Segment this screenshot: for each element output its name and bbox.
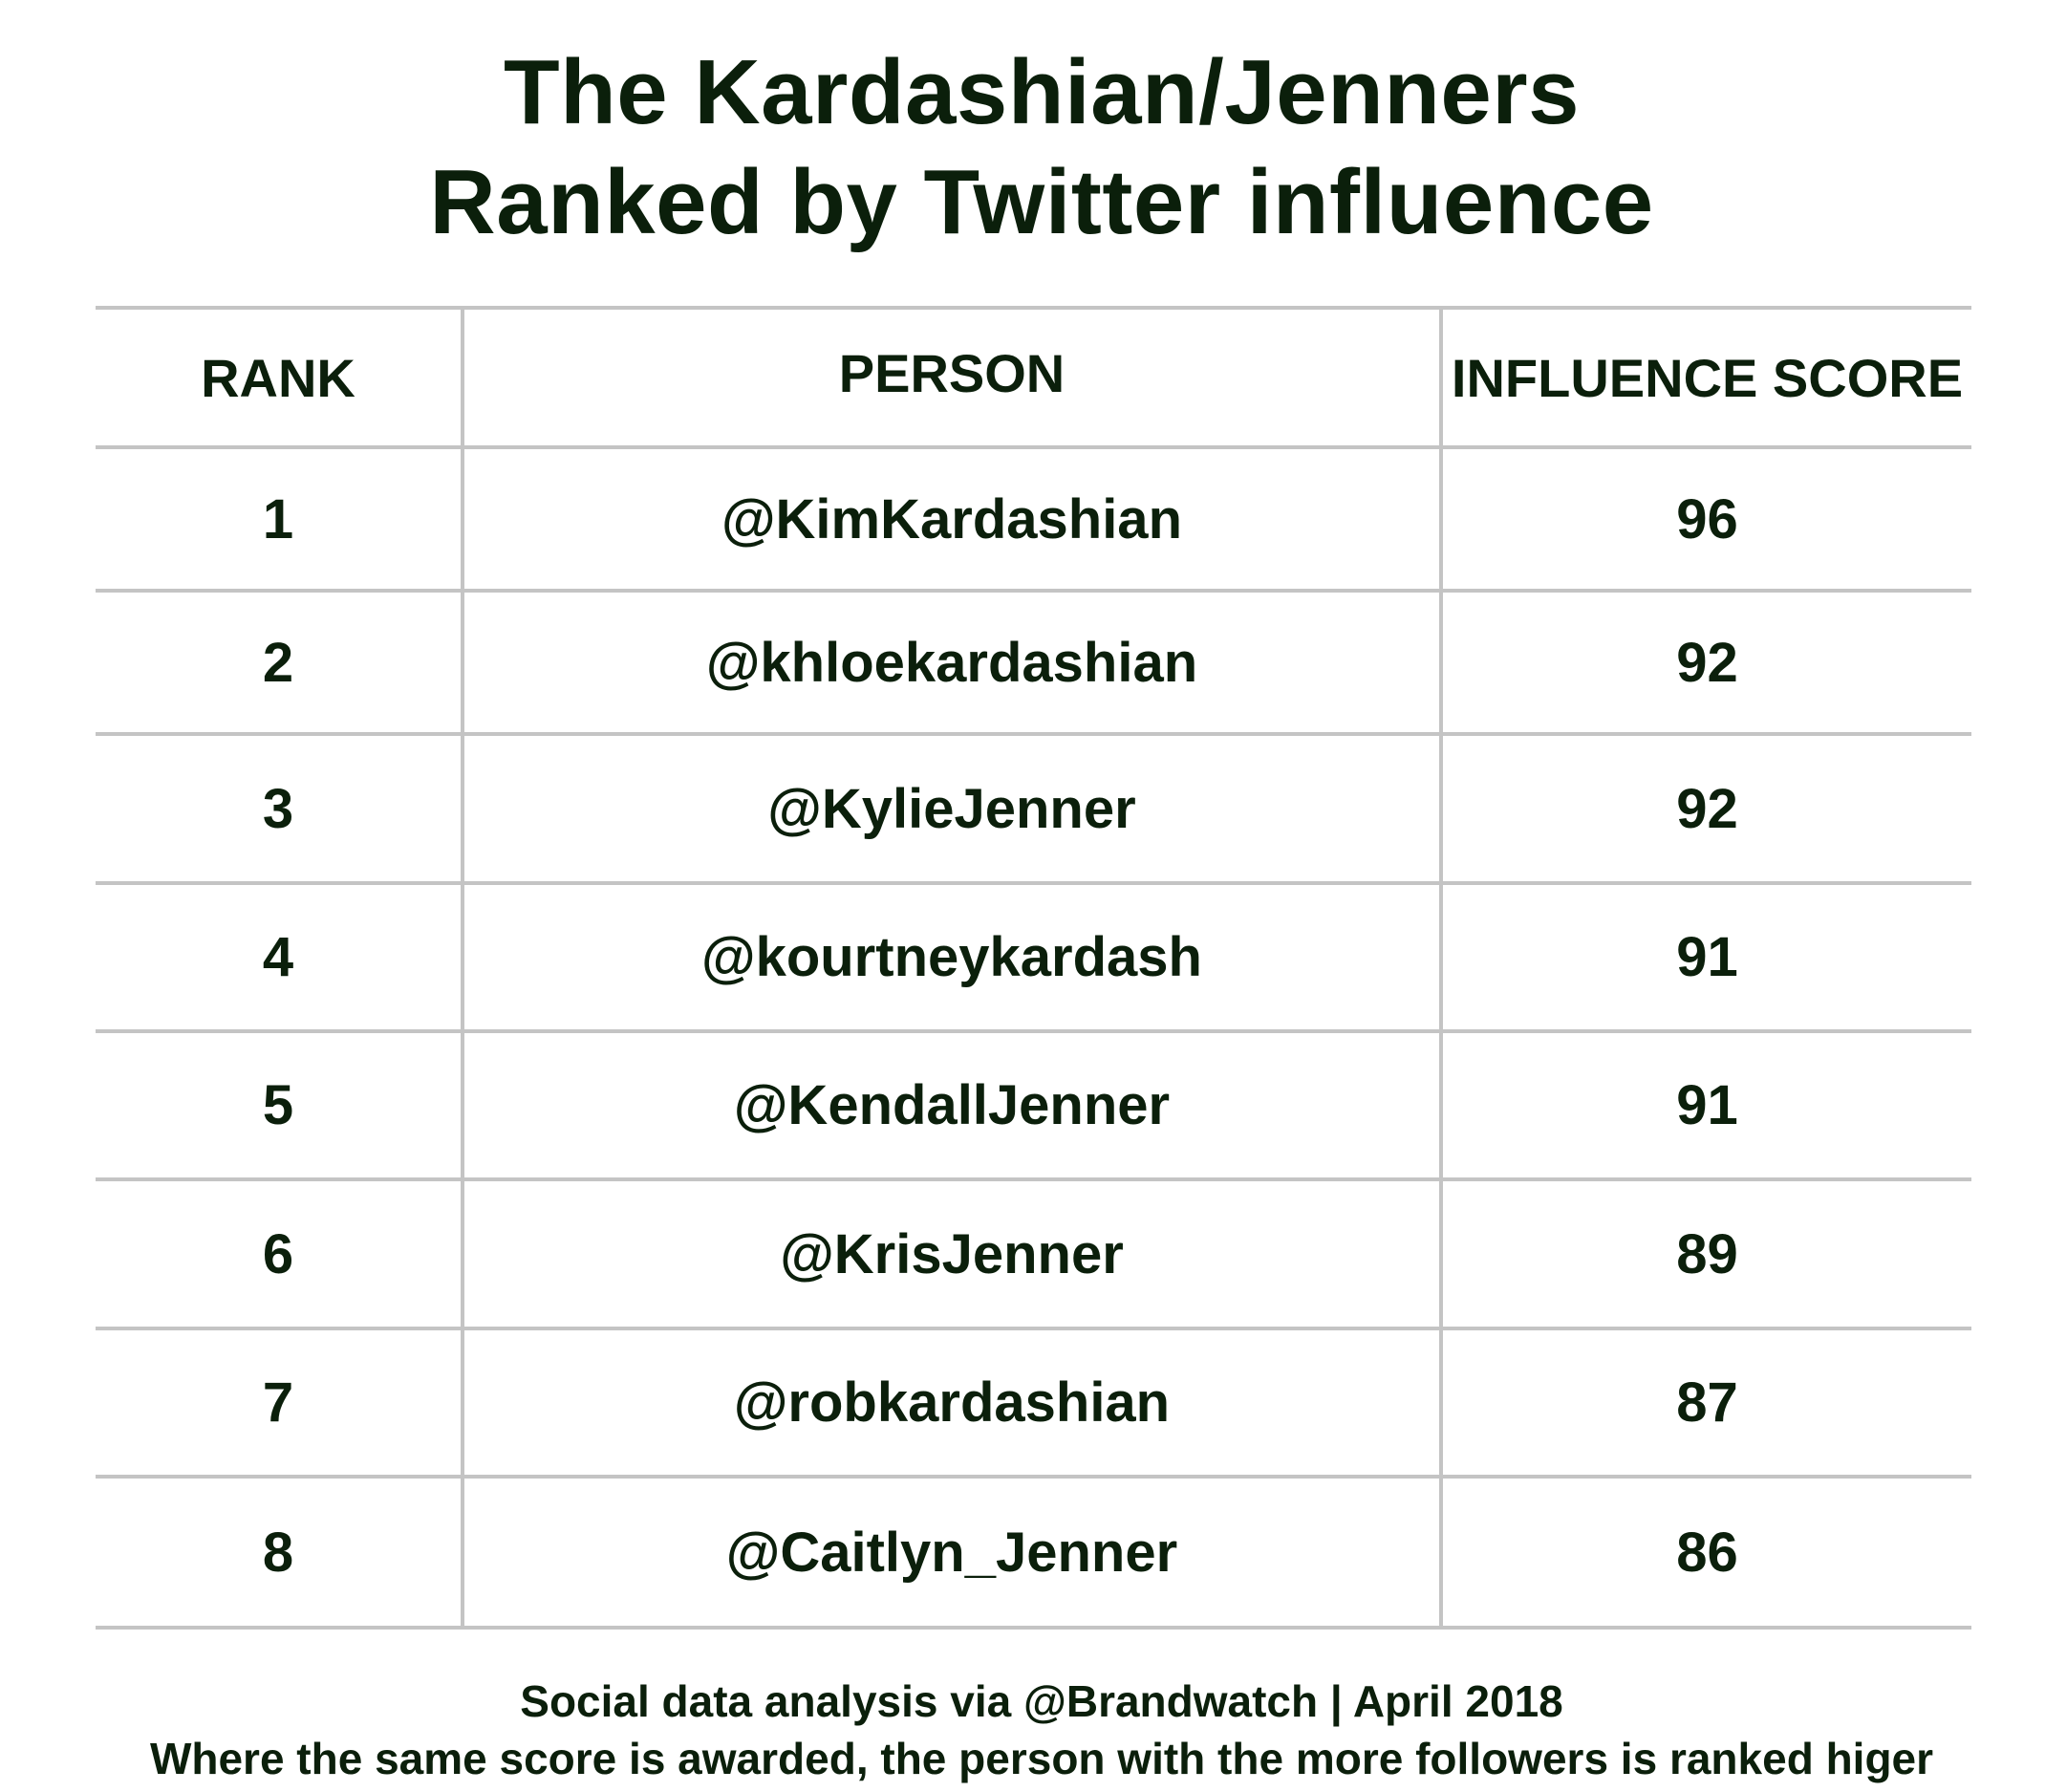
rank-cell: 4 <box>262 926 294 988</box>
header-person: PERSON <box>838 342 1066 403</box>
row-divider <box>96 881 1971 885</box>
score-cell: 92 <box>1676 631 1738 694</box>
chart-title-line-1: The Kardashian/Jenners <box>503 41 1581 143</box>
person-cell: @khloekardashian <box>705 631 1198 694</box>
score-cell: 92 <box>1676 777 1738 840</box>
row-divider <box>96 1475 1971 1479</box>
rank-cell: 7 <box>262 1371 294 1434</box>
person-cell: @Caitlyn_Jenner <box>725 1521 1178 1584</box>
footer-source: Social data analysis via @Brandwatch | A… <box>520 1676 1563 1726</box>
column-divider-person-score <box>1439 306 1443 1630</box>
rank-cell: 8 <box>262 1521 294 1584</box>
footer-note: Where the same score is awarded, the per… <box>149 1734 1934 1783</box>
row-divider <box>96 1029 1971 1033</box>
header-influence-score: INFLUENCE SCORE <box>1451 347 1964 408</box>
score-cell: 86 <box>1676 1521 1738 1584</box>
row-divider <box>96 732 1971 736</box>
rank-cell: 1 <box>262 487 294 551</box>
rank-cell: 6 <box>262 1222 294 1285</box>
column-divider-rank-person <box>461 306 464 1630</box>
rank-cell: 5 <box>262 1074 294 1136</box>
score-cell: 91 <box>1676 926 1738 988</box>
score-cell: 91 <box>1676 1074 1738 1136</box>
rank-cell: 3 <box>262 777 294 840</box>
table-bottom-border <box>96 1626 1971 1630</box>
person-cell: @KrisJenner <box>780 1222 1124 1285</box>
person-cell: @KylieJenner <box>767 777 1136 840</box>
row-divider <box>96 1177 1971 1181</box>
header-divider <box>96 445 1971 449</box>
score-cell: 96 <box>1676 487 1738 551</box>
row-divider <box>96 589 1971 593</box>
header-rank: RANK <box>201 347 355 408</box>
influence-table: RANK PERSON INFLUENCE SCORE 1 @KimKardash… <box>96 306 1971 1630</box>
person-cell: @KimKardashian <box>721 487 1182 551</box>
score-cell: 89 <box>1676 1222 1738 1285</box>
rank-cell: 2 <box>262 631 294 694</box>
table-top-border <box>96 306 1971 310</box>
chart-title-line-2: Ranked by Twitter influence <box>429 151 1654 253</box>
person-cell: @kourtneykardash <box>701 926 1202 988</box>
person-cell: @KendallJenner <box>733 1074 1171 1136</box>
row-divider <box>96 1327 1971 1330</box>
person-cell: @robkardashian <box>733 1371 1171 1434</box>
score-cell: 87 <box>1676 1371 1738 1434</box>
